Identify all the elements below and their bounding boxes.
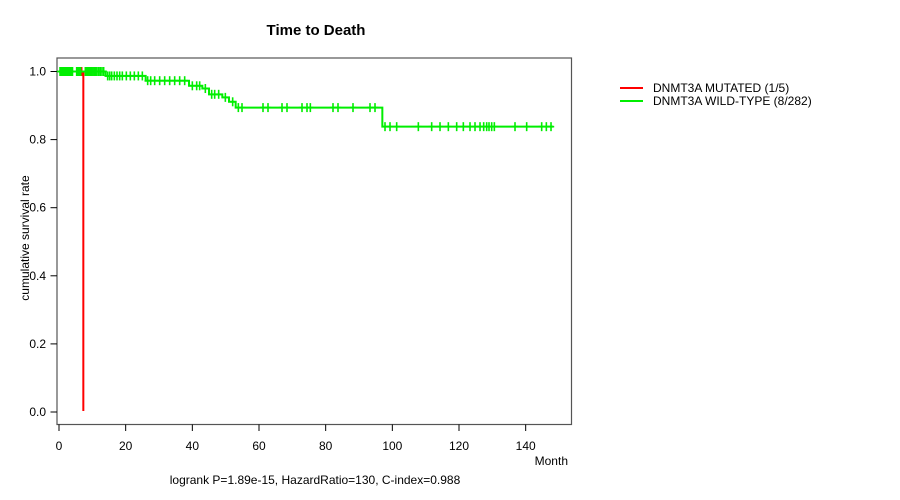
legend: DNMT3A MUTATED (1/5) DNMT3A WILD-TYPE (8… [620, 81, 812, 108]
plot-title: Time to Death [266, 22, 366, 39]
x-tick-label: 80 [319, 439, 333, 453]
survival-series-mutated [59, 67, 85, 411]
legend-label-wildtype: DNMT3A WILD-TYPE (8/282) [653, 94, 812, 109]
legend-label-mutated: DNMT3A MUTATED (1/5) [653, 80, 790, 95]
x-axis: 0 20 40 60 80 100 120 140 [56, 424, 536, 453]
y-tick-label: 0.4 [29, 269, 46, 283]
y-tick-label: 0.6 [29, 201, 46, 215]
x-tick-label: 100 [382, 439, 402, 453]
plot-border [56, 57, 573, 426]
x-tick-label: 0 [56, 439, 63, 453]
y-tick-label: 1.0 [29, 65, 46, 79]
survival-curve-mutated [59, 70, 85, 411]
x-tick-label: 40 [186, 439, 200, 453]
survival-curve-wildtype [59, 70, 554, 128]
legend-line-wildtype-swatch [620, 99, 643, 103]
y-tick-label: 0.2 [29, 337, 46, 351]
survival-series-wildtype [56, 67, 555, 132]
y-tick-label: 0.8 [29, 133, 46, 147]
y-tick-label: 0.0 [29, 405, 46, 419]
x-axis-title: Month [534, 454, 568, 468]
x-tick-label: 140 [516, 439, 536, 453]
legend-line-mutated-swatch [620, 86, 643, 89]
censor-marks-wildtype [56, 67, 555, 132]
x-tick-label: 60 [252, 439, 266, 453]
x-tick-label: 120 [449, 439, 469, 453]
y-axis-title: cumulative survival rate [18, 175, 32, 301]
footer-stats: logrank P=1.89e-15, HazardRatio=130, C-i… [169, 473, 461, 487]
legend-item-wildtype: DNMT3A WILD-TYPE (8/282) [620, 94, 812, 109]
y-axis: 1.0 0.8 0.6 0.4 0.2 0.0 [29, 65, 57, 419]
legend-item-mutated: DNMT3A MUTATED (1/5) [620, 80, 812, 95]
x-tick-label: 20 [119, 439, 133, 453]
